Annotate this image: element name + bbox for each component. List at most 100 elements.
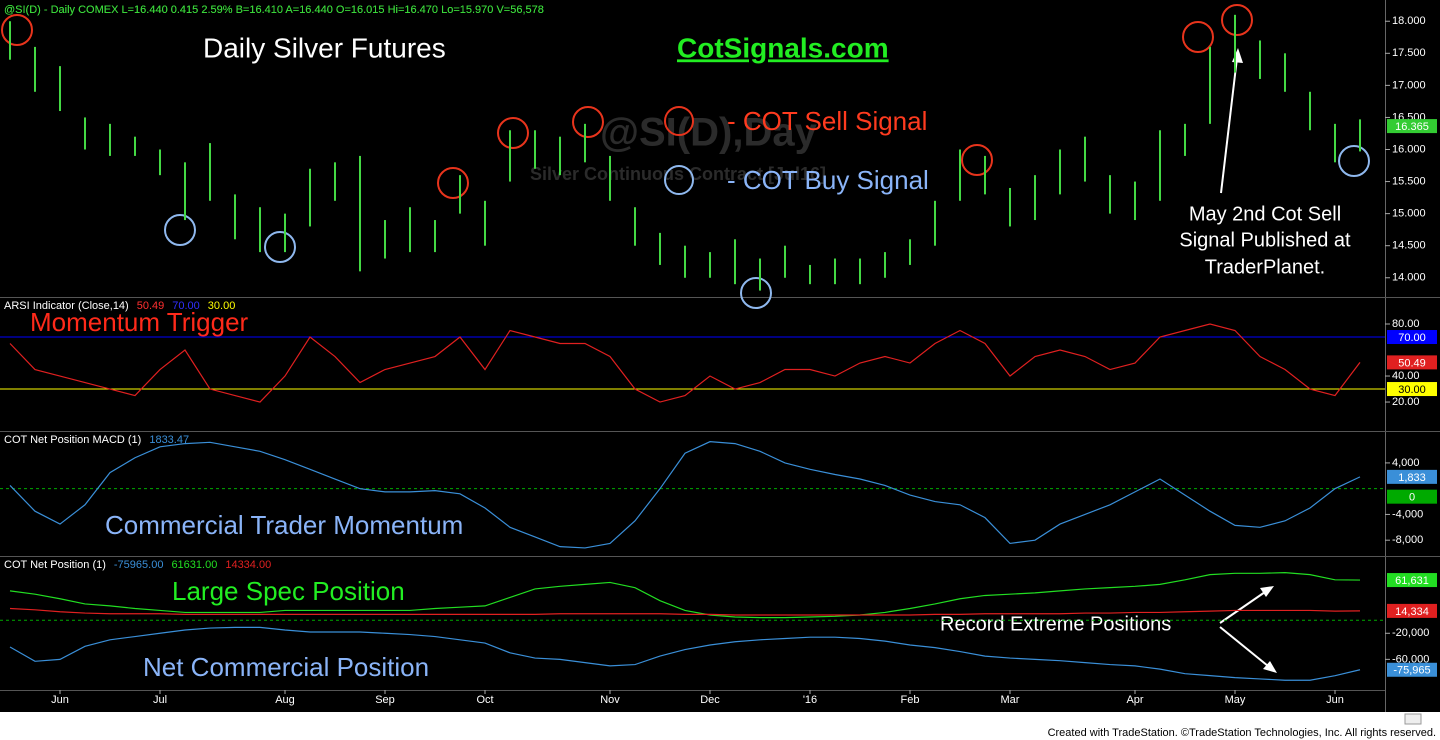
series-line bbox=[9, 441, 1361, 549]
axis-value-box: 70.00 bbox=[1387, 330, 1437, 345]
annotation: Record Extreme Positions bbox=[940, 613, 1171, 635]
y-tick-label: -60,000 bbox=[1392, 653, 1429, 665]
price-header: @SI(D) - Daily COMEX L=16.440 0.415 2.59… bbox=[4, 4, 544, 16]
buy-signals bbox=[164, 145, 1370, 309]
axis-value-label: 16.365 bbox=[1395, 121, 1429, 133]
axis-value-box: 50.49 bbox=[1387, 355, 1437, 370]
arrow-head bbox=[1260, 586, 1274, 597]
axis-value-label: 61,631 bbox=[1395, 575, 1429, 587]
header-value: COT Net Position (1) bbox=[4, 559, 106, 571]
axis-value-label: 1,833 bbox=[1398, 472, 1426, 484]
buy-signal bbox=[164, 214, 196, 246]
axis-value-box-bg bbox=[1387, 355, 1437, 370]
y-tick-label: 4,000 bbox=[1392, 457, 1420, 469]
background bbox=[0, 0, 1440, 712]
header-value: 70.00 bbox=[172, 300, 200, 312]
series-line bbox=[9, 607, 1361, 616]
panel-title: Commercial Trader Momentum bbox=[105, 510, 463, 540]
axis-value-box-bg bbox=[1387, 603, 1437, 618]
sell-signal bbox=[961, 144, 993, 176]
axis-value-label: 50.49 bbox=[1398, 357, 1426, 369]
x-tick-label: '16 bbox=[803, 694, 817, 706]
axis-value-box: -75,965 bbox=[1387, 662, 1437, 677]
sell-signals bbox=[1, 4, 1253, 199]
x-tick-label: May bbox=[1225, 694, 1246, 706]
y-tick-label: 15.500 bbox=[1392, 175, 1426, 187]
axis-value-box: 14,334 bbox=[1387, 603, 1437, 618]
x-tick-label: Feb bbox=[901, 694, 920, 706]
axis-value-box: 30.00 bbox=[1387, 382, 1437, 397]
buy-signal bbox=[264, 231, 296, 263]
header-value: ARSI Indicator (Close,14) bbox=[4, 300, 129, 312]
arrow-head bbox=[1263, 661, 1277, 673]
y-tick-label: 14.500 bbox=[1392, 240, 1426, 252]
x-tick-label: Oct bbox=[476, 694, 493, 706]
y-tick-label: 17.000 bbox=[1392, 79, 1426, 91]
panel-title: Momentum Trigger bbox=[30, 307, 249, 337]
y-tick-label: 80.00 bbox=[1392, 318, 1420, 330]
series-label: Large Spec Position bbox=[172, 576, 405, 606]
sell-signal bbox=[1221, 4, 1253, 36]
axis-value-box: 16.365 bbox=[1387, 119, 1437, 134]
x-tick-label: Dec bbox=[700, 694, 720, 706]
sell-signal bbox=[572, 106, 604, 138]
x-tick-label: Jun bbox=[51, 694, 69, 706]
annotation: TraderPlanet. bbox=[1205, 256, 1325, 278]
y-tick-label: 20.00 bbox=[1392, 396, 1420, 408]
y-tick-label: 17.500 bbox=[1392, 47, 1426, 59]
chart-subtitle: CotSignals.com bbox=[677, 32, 889, 63]
y-tick-label: -20,000 bbox=[1392, 627, 1429, 639]
legend-buy: - COT Buy Signal bbox=[727, 165, 929, 195]
y-tick-label: 18.000 bbox=[1392, 15, 1426, 27]
axis-value-box-bg bbox=[1387, 382, 1437, 397]
legend-buy-marker bbox=[664, 165, 694, 195]
y-tick-label: -4,000 bbox=[1392, 508, 1423, 520]
footer: Created with TradeStation. ©TradeStation… bbox=[1048, 727, 1436, 739]
panel-header: @SI(D) - Daily COMEX L=16.440 0.415 2.59… bbox=[4, 4, 544, 16]
axis-value-label: 70.00 bbox=[1398, 332, 1426, 344]
x-tick-label: Nov bbox=[600, 694, 620, 706]
arrow bbox=[1219, 591, 1266, 624]
buy-signal bbox=[740, 277, 772, 309]
x-tick-label: Apr bbox=[1126, 694, 1143, 706]
axis-value-box-bg bbox=[1387, 469, 1437, 484]
header-value: COT Net Position MACD (1) bbox=[4, 434, 141, 446]
header-value: 30.00 bbox=[208, 300, 236, 312]
sell-signal bbox=[437, 167, 469, 199]
scrollbar[interactable] bbox=[1404, 713, 1422, 725]
legend-sell: - COT Sell Signal bbox=[727, 106, 927, 136]
axis-value-box-bg bbox=[1387, 662, 1437, 677]
series-line bbox=[9, 323, 1361, 403]
y-tick-label: 16.000 bbox=[1392, 143, 1426, 155]
buy-signal bbox=[1338, 145, 1370, 177]
panel-header: COT Net Position (1) -75965.00 61631.00 143… bbox=[4, 559, 271, 571]
watermark: @SI(D),Day bbox=[600, 111, 818, 155]
panel-header: COT Net Position MACD (1) 1833.47 bbox=[4, 434, 189, 446]
header-value: 14334.00 bbox=[225, 559, 271, 571]
axis-value-label: -75,965 bbox=[1393, 665, 1430, 677]
chart-title: Daily Silver Futures bbox=[203, 32, 446, 63]
y-tick-label: 40.00 bbox=[1392, 370, 1420, 382]
x-tick-label: Jun bbox=[1326, 694, 1344, 706]
header-value: 50.49 bbox=[137, 300, 165, 312]
x-tick-label: Mar bbox=[1001, 694, 1020, 706]
axis-value-label: 0 bbox=[1409, 492, 1415, 504]
arrow bbox=[1219, 626, 1269, 667]
axis-value-box-bg bbox=[1387, 573, 1437, 588]
y-tick-label: 15.000 bbox=[1392, 208, 1426, 220]
header-value: @SI(D) - Daily COMEX L=16.440 0.415 2.59… bbox=[4, 4, 544, 16]
sell-signal bbox=[1, 14, 33, 46]
header-value: -75965.00 bbox=[114, 559, 164, 571]
footer-area bbox=[0, 712, 1440, 740]
series-label: Net Commercial Position bbox=[143, 652, 429, 682]
axis-value-box: 0 bbox=[1387, 489, 1437, 504]
x-tick-label: Jul bbox=[153, 694, 167, 706]
axis-value-box-bg bbox=[1387, 119, 1437, 134]
x-tick-label: Sep bbox=[375, 694, 395, 706]
watermark: Silver Continuous Contract [Jul16] bbox=[530, 164, 826, 184]
axis-value-label: 30.00 bbox=[1398, 384, 1426, 396]
annotation: Signal Published at bbox=[1179, 229, 1351, 251]
axis-value-label: 14,334 bbox=[1395, 606, 1429, 618]
